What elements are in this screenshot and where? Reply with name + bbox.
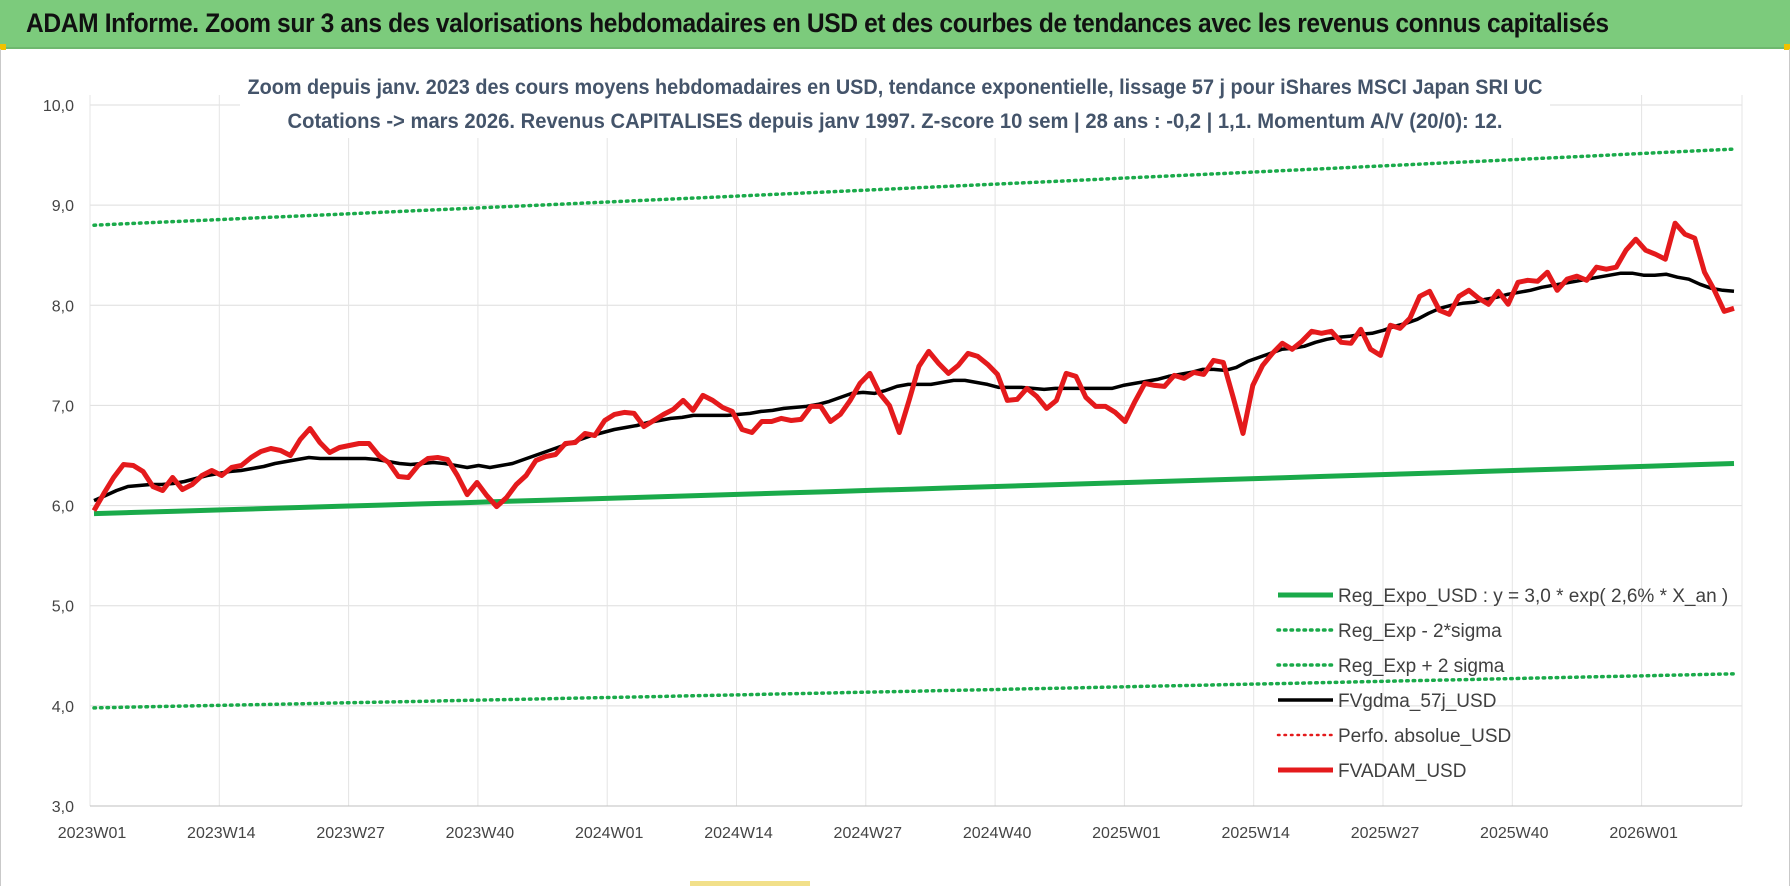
chart-background <box>0 49 1790 886</box>
x-axis-ticks: 2023W01 2023W14 2023W27 2023W40 2024W01 2024W… <box>58 825 1678 842</box>
y-tick-label: 6,0 <box>52 499 74 516</box>
chart-series <box>91 147 1736 710</box>
series-line-1 <box>92 672 1736 710</box>
chart-subtitle-line2: Cotations -> mars 2026. Revenus CAPITALI… <box>288 110 1503 133</box>
series-line-5 <box>91 220 1735 512</box>
x-tick-label: 2023W27 <box>316 825 385 842</box>
x-tick-label: 2024W01 <box>575 825 644 842</box>
legend-label: Reg_Exp + 2 sigma <box>1338 656 1505 677</box>
y-tick-label: 3,0 <box>52 799 74 816</box>
legend-label: Reg_Exp - 2*sigma <box>1338 621 1502 642</box>
y-tick-label: 9,0 <box>52 198 74 215</box>
chart-legend: Reg_Expo_USD : y = 3,0 * exp( 2,6% * X_a… <box>1276 586 1728 782</box>
series-line-2 <box>92 147 1736 227</box>
y-axis-ticks: 3,0 4,0 5,0 6,0 7,0 8,0 9,0 10,0 <box>43 98 74 816</box>
legend-label: FVADAM_USD <box>1338 761 1466 782</box>
x-tick-label: 2025W27 <box>1351 825 1420 842</box>
legend-label: Reg_Expo_USD : y = 3,0 * exp( 2,6% * X_a… <box>1338 586 1728 607</box>
y-tick-label: 8,0 <box>52 298 74 315</box>
report-banner: ADAM Informe. Zoom sur 3 ans des valoris… <box>0 0 1790 49</box>
x-tick-label: 2024W14 <box>704 825 773 842</box>
legend-label: FVgdma_57j_USD <box>1338 691 1496 712</box>
x-tick-label: 2025W01 <box>1092 825 1161 842</box>
x-tick-label: 2026W01 <box>1609 825 1678 842</box>
x-tick-label: 2023W40 <box>446 825 515 842</box>
x-tick-label: 2025W40 <box>1480 825 1549 842</box>
legend-label: Perfo. absolue_USD <box>1338 726 1511 747</box>
x-tick-label: 2023W01 <box>58 825 127 842</box>
series-line-0 <box>93 461 1735 517</box>
bottom-scroll-marker <box>690 881 810 886</box>
y-tick-label: 4,0 <box>52 699 74 716</box>
y-tick-label: 5,0 <box>52 599 74 616</box>
x-tick-label: 2025W14 <box>1221 825 1290 842</box>
report-title: ADAM Informe. Zoom sur 3 ans des valoris… <box>26 8 1609 38</box>
subtitle-backdrop <box>240 66 1550 138</box>
x-tick-label: 2023W14 <box>187 825 256 842</box>
y-tick-label: 10,0 <box>43 98 74 115</box>
y-tick-label: 7,0 <box>52 398 74 415</box>
chart-subtitle-line1: Zoom depuis janv. 2023 des cours moyens … <box>248 76 1543 99</box>
banner-corner-right <box>1784 44 1790 50</box>
x-tick-label: 2024W40 <box>963 825 1032 842</box>
x-tick-label: 2024W27 <box>834 825 903 842</box>
banner-corner-left <box>0 44 6 50</box>
